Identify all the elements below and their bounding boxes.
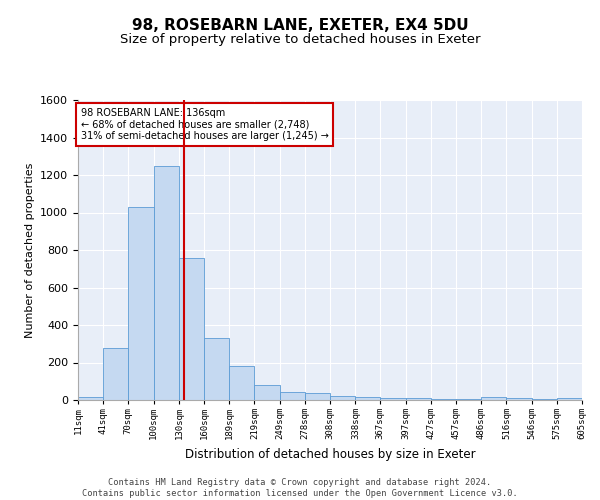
- Bar: [506, 398, 532, 400]
- Bar: [78, 397, 103, 400]
- Bar: [229, 366, 254, 400]
- Bar: [154, 166, 179, 400]
- Text: 98, ROSEBARN LANE, EXETER, EX4 5DU: 98, ROSEBARN LANE, EXETER, EX4 5DU: [131, 18, 469, 32]
- Bar: [406, 398, 431, 400]
- Bar: [179, 258, 205, 400]
- Bar: [557, 398, 582, 400]
- Bar: [330, 396, 355, 400]
- Bar: [280, 392, 305, 400]
- Text: Contains HM Land Registry data © Crown copyright and database right 2024.
Contai: Contains HM Land Registry data © Crown c…: [82, 478, 518, 498]
- Bar: [481, 397, 506, 400]
- Bar: [457, 399, 481, 400]
- Y-axis label: Number of detached properties: Number of detached properties: [25, 162, 35, 338]
- Bar: [128, 207, 154, 400]
- Bar: [380, 398, 406, 400]
- Bar: [431, 399, 457, 400]
- Text: 98 ROSEBARN LANE: 136sqm
← 68% of detached houses are smaller (2,748)
31% of sem: 98 ROSEBARN LANE: 136sqm ← 68% of detach…: [80, 108, 328, 140]
- X-axis label: Distribution of detached houses by size in Exeter: Distribution of detached houses by size …: [185, 448, 475, 460]
- Bar: [532, 399, 557, 400]
- Bar: [103, 348, 128, 400]
- Bar: [254, 385, 280, 400]
- Bar: [305, 394, 330, 400]
- Bar: [355, 397, 380, 400]
- Text: Size of property relative to detached houses in Exeter: Size of property relative to detached ho…: [120, 32, 480, 46]
- Bar: [205, 338, 229, 400]
